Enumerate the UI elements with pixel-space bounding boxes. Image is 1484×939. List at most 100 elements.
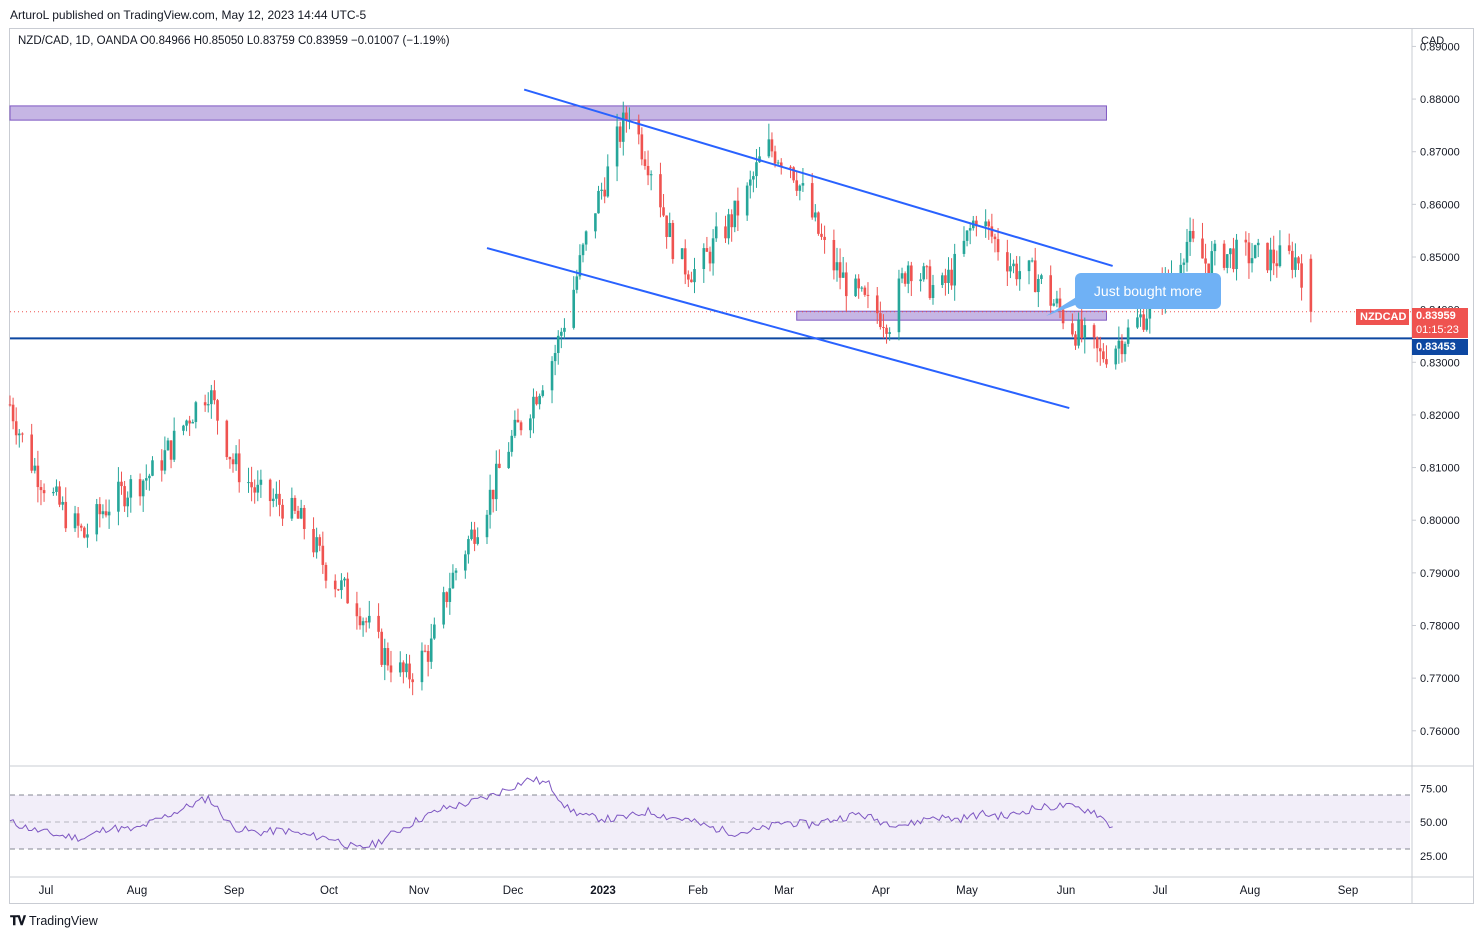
candle-body (1182, 262, 1186, 265)
candle-body (990, 226, 994, 237)
candle (498, 449, 501, 469)
candle-body (1278, 245, 1282, 267)
candle (79, 523, 83, 532)
candle-body (129, 479, 133, 498)
candle (467, 535, 470, 564)
candle (640, 127, 644, 166)
candle (259, 469, 263, 498)
candle-body (302, 507, 306, 529)
candle-body (550, 361, 554, 391)
candle (210, 384, 213, 419)
candle (984, 209, 987, 238)
candle (727, 208, 730, 245)
candle (42, 483, 46, 502)
candle-body (228, 457, 232, 460)
y-tick-label: 0.79000 (1420, 568, 1460, 580)
rsi-tick-label: 50.00 (1420, 817, 1448, 829)
candle-body (488, 489, 492, 515)
candle-body (185, 420, 188, 426)
candle-body (448, 588, 452, 603)
candle (163, 436, 167, 475)
candle-body (1244, 239, 1248, 243)
candle (944, 268, 947, 296)
candle-body (256, 484, 260, 493)
candle-body (1012, 263, 1015, 267)
candle-body (83, 527, 86, 538)
candle-body (389, 665, 393, 673)
currency-label: CAD (1421, 35, 1445, 47)
candle-body (253, 487, 256, 493)
candle (1225, 253, 1229, 274)
candle (445, 591, 449, 608)
candle-body (402, 662, 405, 673)
candle (789, 165, 792, 179)
candle (151, 456, 154, 477)
candle-body (640, 134, 644, 160)
candle-body (1030, 260, 1034, 262)
candle (875, 286, 879, 324)
candle-body (736, 200, 740, 216)
candle (841, 256, 845, 278)
candle-body (1142, 314, 1145, 330)
candle-body (1291, 250, 1294, 270)
candle (947, 257, 950, 294)
candle-body (343, 578, 346, 581)
candle (470, 521, 473, 541)
candle-body (615, 126, 619, 167)
candle-body (1139, 314, 1142, 318)
candle-body (897, 278, 901, 333)
candle (358, 607, 362, 630)
candle-body (1253, 245, 1257, 259)
candle (380, 628, 383, 668)
candle-body (668, 222, 672, 237)
candle-body (1015, 263, 1018, 280)
x-tick-label: Dec (503, 885, 524, 897)
candle (488, 474, 492, 529)
x-tick-label: Sep (224, 885, 244, 897)
candle-body (900, 273, 904, 279)
candle (1030, 257, 1034, 263)
candle-body (993, 236, 997, 240)
candle (962, 226, 966, 257)
candle (615, 113, 619, 182)
candle (1297, 256, 1300, 270)
candle (857, 274, 860, 299)
candle-body (513, 419, 517, 436)
candle (922, 262, 926, 282)
y-tick-label: 0.82000 (1420, 410, 1460, 422)
candle-body (795, 180, 799, 191)
candle (702, 243, 706, 283)
candle (1256, 238, 1260, 258)
candle-body (755, 162, 758, 177)
candle (724, 215, 727, 243)
candle (1074, 331, 1077, 350)
candle-body (39, 487, 43, 491)
candle-body (1083, 325, 1087, 339)
candle-body (76, 513, 80, 526)
x-tick-label: Jul (39, 885, 54, 897)
candle (225, 419, 229, 460)
candle-body (86, 534, 89, 538)
annotation-callout[interactable]: Just bought more (1075, 273, 1221, 309)
candle (11, 397, 15, 430)
candle (367, 600, 371, 629)
rsi-line (9, 776, 1113, 849)
y-tick-label: 0.85000 (1420, 252, 1460, 264)
candle (996, 227, 1000, 261)
candle-body (820, 233, 823, 237)
candle (101, 504, 105, 519)
candle (290, 487, 294, 522)
candle (1105, 345, 1108, 368)
candle (166, 437, 170, 451)
candle (52, 487, 55, 496)
candle (1278, 230, 1282, 268)
resistance-zone-2 (796, 310, 1107, 321)
candle (1052, 299, 1056, 307)
candle-body (535, 396, 538, 405)
candle (172, 417, 176, 463)
candle-body (299, 507, 303, 519)
candle-body (860, 287, 864, 289)
candle-body (333, 580, 337, 590)
candle-body (1055, 298, 1059, 304)
